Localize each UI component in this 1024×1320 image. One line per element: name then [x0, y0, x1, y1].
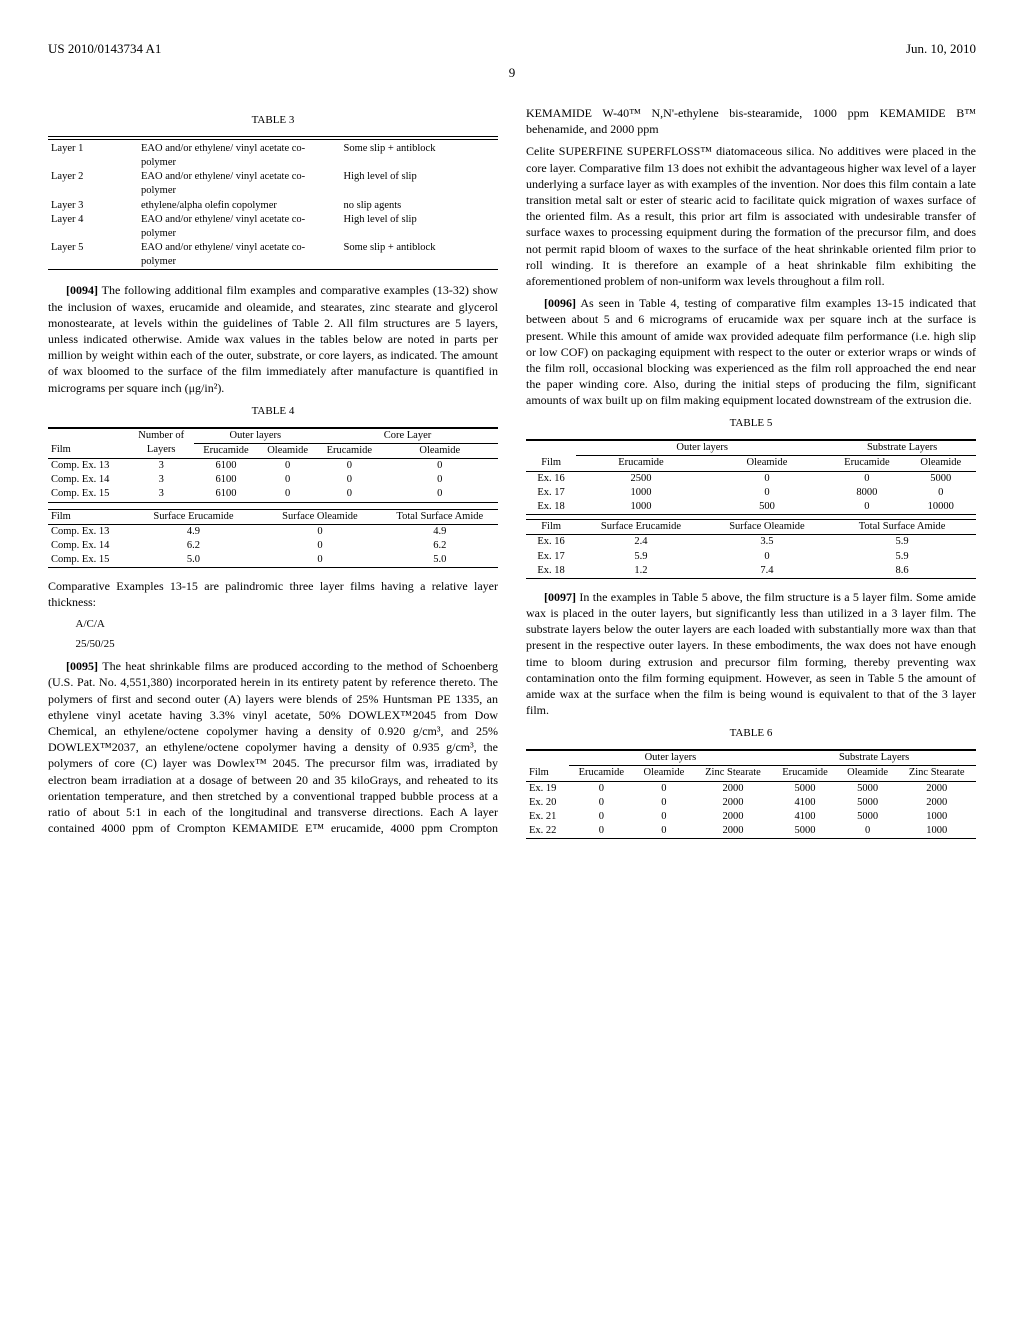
table4-title: TABLE 4 [48, 404, 498, 419]
table-row: Comp. Ex. 134.904.9 [48, 524, 498, 539]
table-row: Layer 4EAO and/or ethylene/ vinyl acetat… [48, 213, 498, 241]
table6: Outer layers Substrate Layers Film Eruca… [526, 749, 976, 839]
publication-date: Jun. 10, 2010 [906, 40, 976, 58]
table-row: Layer 1EAO and/or ethylene/ vinyl acetat… [48, 142, 498, 170]
table6-title: TABLE 6 [526, 726, 976, 741]
table-row: Layer 2EAO and/or ethylene/ vinyl acetat… [48, 170, 498, 198]
table3-title: TABLE 3 [48, 113, 498, 128]
para-0096: [0096] As seen in Table 4, testing of co… [526, 295, 976, 408]
col2-continuation: Celite SUPERFINE SUPERFLOSS™ diatomaceou… [526, 143, 976, 289]
table-row: Layer 5EAO and/or ethylene/ vinyl acetat… [48, 241, 498, 270]
page-number: 9 [48, 64, 976, 82]
table-row: Ex. 19002000500050002000 [526, 781, 976, 796]
table3: Layer 1EAO and/or ethylene/ vinyl acetat… [48, 136, 498, 273]
table-row: Comp. Ex. 1436100000 [48, 473, 498, 487]
after-t4-lead: Comparative Examples 13-15 are palindrom… [48, 578, 498, 610]
table5: Outer layers Substrate Layers Film Eruca… [526, 439, 976, 579]
table4: Number of Outer layers Core Layer Film L… [48, 427, 498, 569]
table-row: Ex. 181.27.48.6 [526, 564, 976, 579]
table-row: Ex. 20002000410050002000 [526, 796, 976, 810]
table-row: Ex. 181000500010000 [526, 500, 976, 515]
table-row: Ex. 175.905.9 [526, 550, 976, 564]
table-row: Comp. Ex. 1536100000 [48, 487, 498, 502]
table-row: Ex. 22002000500001000 [526, 824, 976, 839]
table-row: Comp. Ex. 146.206.2 [48, 539, 498, 553]
para-0094: [0094] The following additional film exa… [48, 282, 498, 395]
table-row: Ex. 162.43.55.9 [526, 535, 976, 550]
table-row: Layer 3ethylene/alpha olefin copolymerno… [48, 199, 498, 213]
layer-seq: A/C/A [76, 617, 499, 632]
table5-title: TABLE 5 [526, 416, 976, 431]
layer-ratio: 25/50/25 [76, 637, 499, 652]
publication-number: US 2010/0143734 A1 [48, 40, 161, 58]
table-row: Comp. Ex. 155.005.0 [48, 553, 498, 568]
table-row: Comp. Ex. 1336100000 [48, 458, 498, 473]
table-row: Ex. 171000080000 [526, 486, 976, 500]
page-header: US 2010/0143734 A1 Jun. 10, 2010 [48, 40, 976, 58]
table-row: Ex. 162500005000 [526, 471, 976, 486]
para-0097: [0097] In the examples in Table 5 above,… [526, 589, 976, 719]
table-row: Ex. 21002000410050001000 [526, 810, 976, 824]
